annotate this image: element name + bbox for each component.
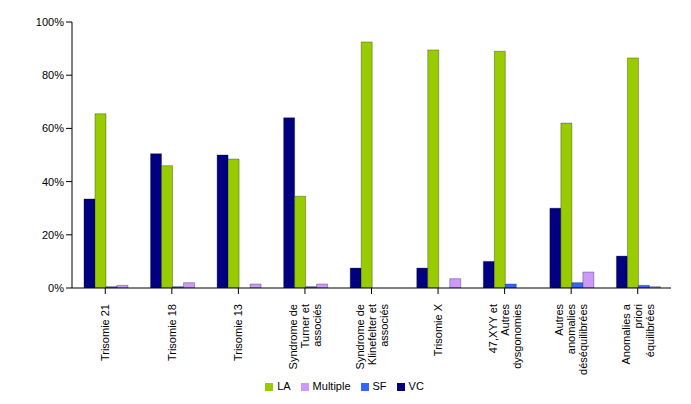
svg-text:60%: 60%	[42, 122, 64, 134]
svg-text:Trisomie 13: Trisomie 13	[232, 304, 244, 361]
svg-text:40%: 40%	[42, 176, 64, 188]
svg-text:0%: 0%	[48, 282, 64, 294]
svg-text:20%: 20%	[42, 229, 64, 241]
svg-text:Syndrome deKlinefelter etassoc: Syndrome deKlinefelter etassociés	[354, 304, 390, 370]
svg-text:Anomalies aprioriéquilibrées: Anomalies aprioriéquilibrées	[620, 303, 656, 364]
svg-text:Trisomie X: Trisomie X	[432, 303, 444, 356]
html-text:VC: VC	[408, 380, 424, 392]
svg-text:Syndrome deTurner etassociés: Syndrome deTurner etassociés	[287, 304, 323, 370]
svg-text:Trisomie 21: Trisomie 21	[99, 304, 111, 361]
svg-text:Autresanomaliesdéséquilibrées: Autresanomaliesdéséquilibrées	[553, 304, 589, 375]
svg-text:100%: 100%	[36, 16, 64, 28]
svg-text:47,XYY etAutresdysgonomies: 47,XYY etAutresdysgonomies	[487, 304, 523, 369]
svg-text:80%: 80%	[42, 69, 64, 81]
html-text:Multiple: Multiple	[312, 380, 351, 392]
html-text:SF: SF	[372, 380, 387, 392]
svg-text:Trisomie 18: Trisomie 18	[166, 304, 178, 361]
html-text:LA: LA	[277, 380, 291, 392]
